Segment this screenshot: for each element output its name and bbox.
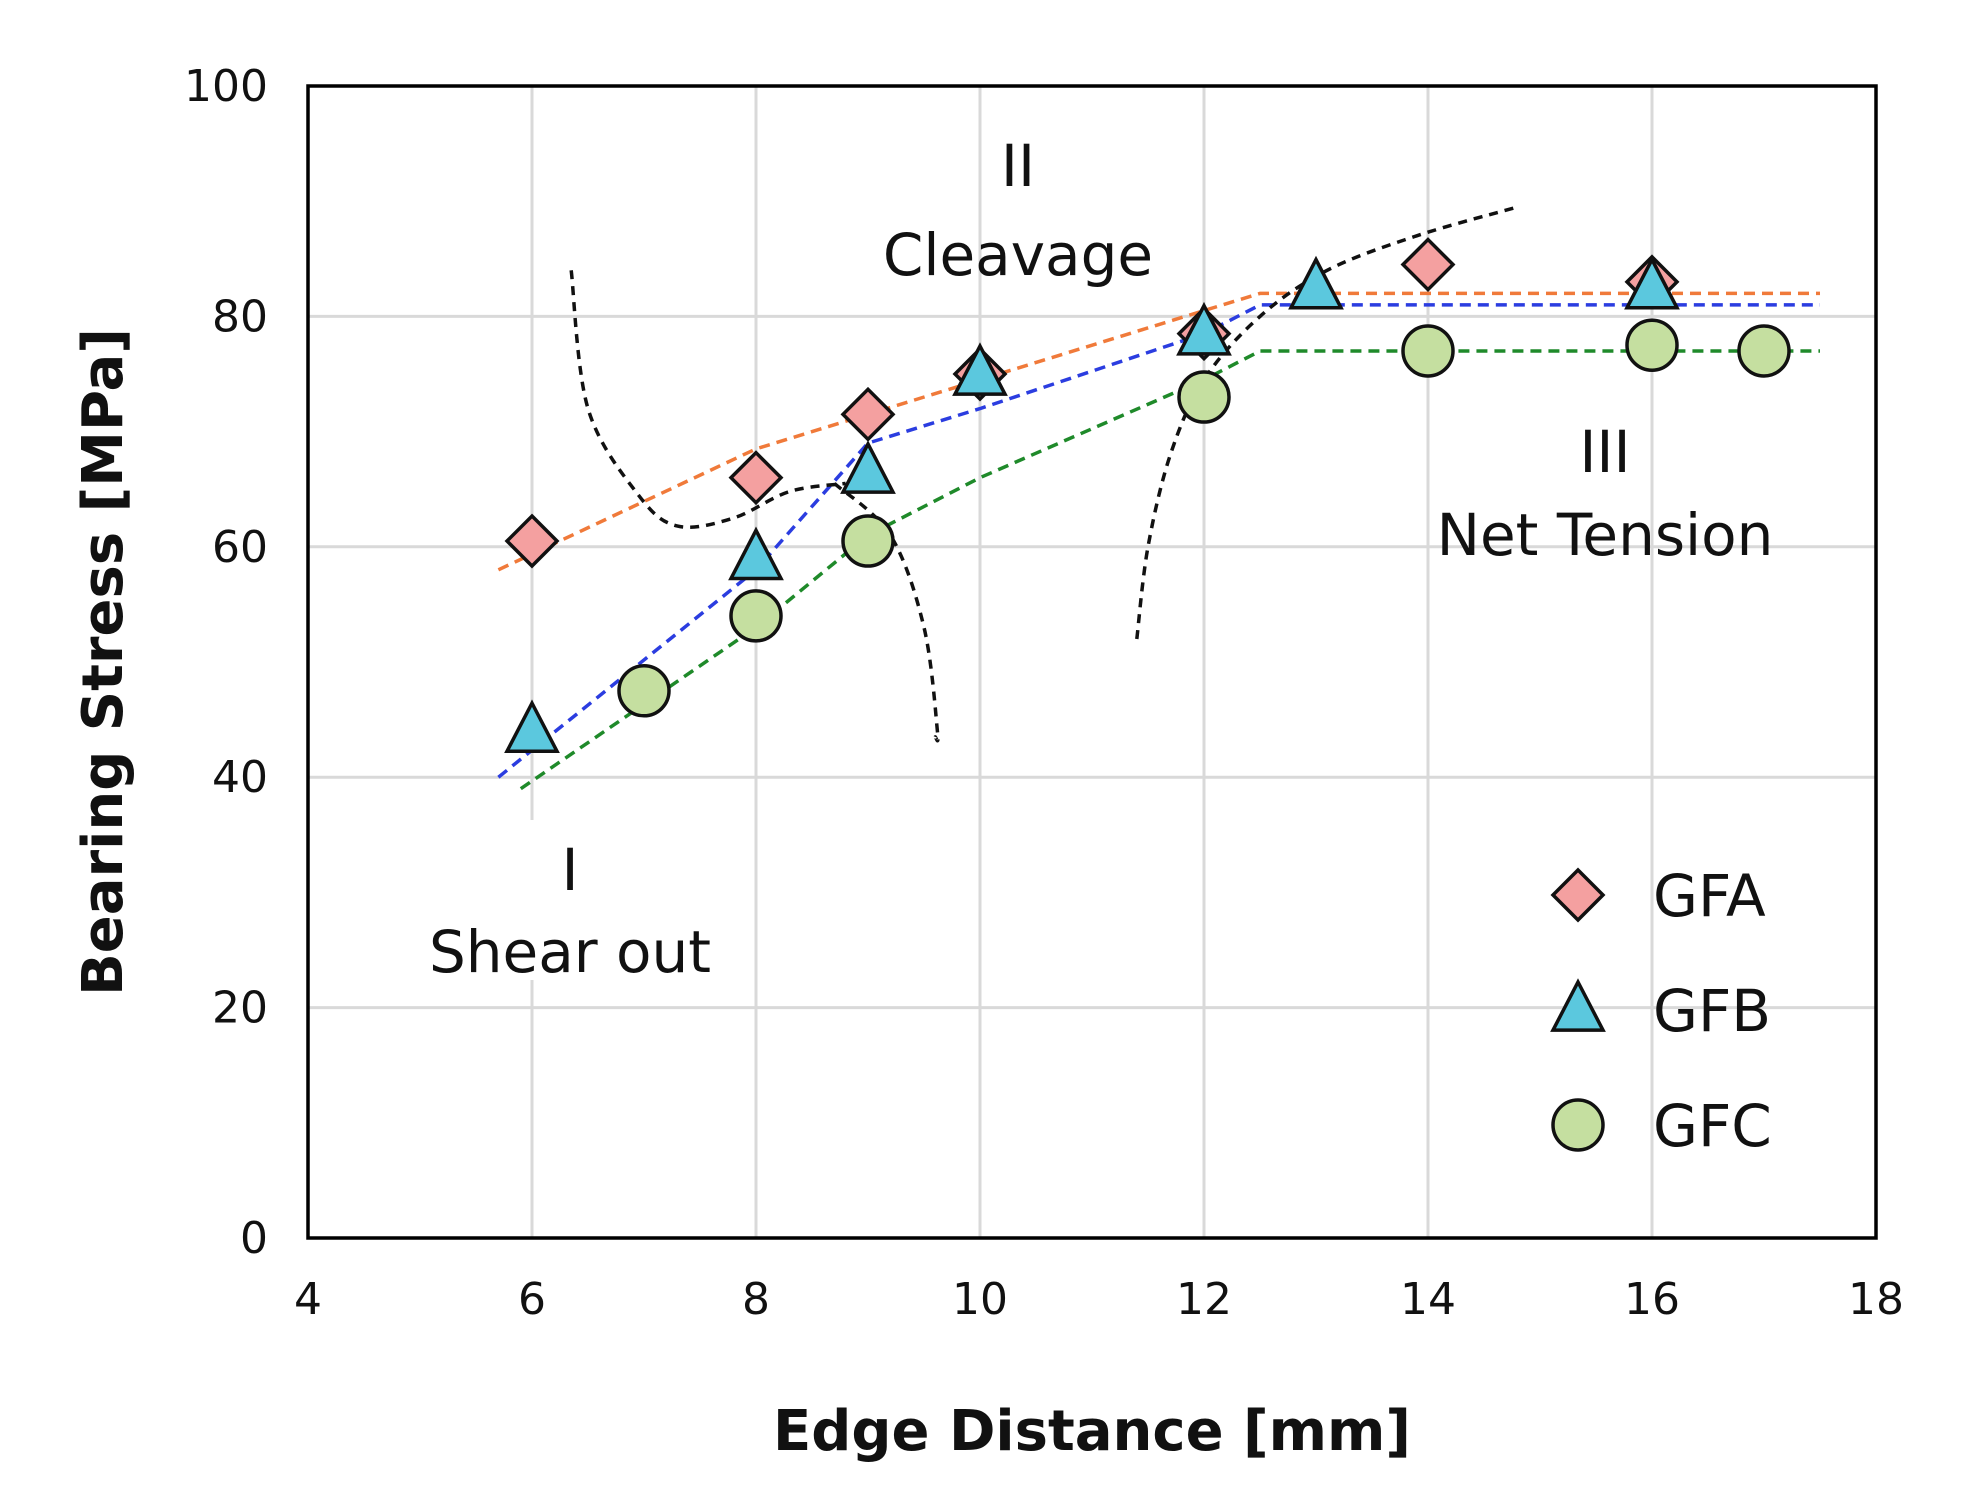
legend-marker-gfc [1551,1098,1605,1152]
marker-gfc [1177,370,1231,424]
annotation-label-3: Net Tension [1437,501,1774,569]
x-tick-label: 6 [518,1274,546,1325]
plot-frame [306,84,1878,1240]
marker-gfa [728,450,784,506]
legend-label-gfb: GFB [1653,977,1771,1045]
marker-gfa [840,386,896,442]
marker-gfb [952,342,1008,396]
annotation-region-2: II Cleavage [883,132,1153,289]
legend-label-gfa: GFA [1653,862,1766,930]
marker-gfa [1400,237,1456,293]
marker-gfc [729,589,783,643]
marker-gfb [840,440,896,494]
trend-line-gfc [519,349,1820,791]
legend-label-gfc: GFC [1653,1092,1772,1160]
x-axis-title: Edge Distance [mm] [773,1399,1411,1464]
marker-gfc [1401,324,1455,378]
legend-marker-gfa [1550,867,1606,923]
trend-line-gfa [497,291,1820,572]
y-axis-title: Bearing Stress [MPa] [71,328,136,996]
legend: GFA GFB GFC [1550,862,1772,1160]
marker-gfb [1624,255,1680,310]
boundary-curve-1 [569,270,846,530]
annotation-region-1: I Shear out [388,820,748,986]
marker-gfb [728,526,784,581]
annotation-label-2: Cleavage [883,221,1153,289]
y-tick-label: 80 [212,291,268,342]
marker-gfb [504,699,560,754]
annotation-region-3: III Net Tension [1437,418,1774,569]
x-tick-label: 18 [1848,1274,1904,1325]
legend-marker-gfb [1550,978,1606,1032]
marker-gfc [1625,318,1679,372]
x-tick-label: 16 [1624,1274,1680,1325]
x-tick-label: 14 [1400,1274,1456,1325]
marker-gfb [1288,255,1344,310]
tick-labels: 4 6 8 10 12 14 16 18 0 20 40 60 80 100 [184,61,1904,1325]
marker-gfc [841,514,895,568]
y-tick-label: 0 [240,1213,268,1264]
marker-gfb [1176,301,1232,356]
annotation-numeral-2: II [1001,132,1035,200]
x-tick-label: 8 [742,1274,770,1325]
marker-gfa [504,513,560,569]
x-tick-label: 10 [952,1274,1008,1325]
annotation-label-1: Shear out [429,918,711,986]
x-tick-label: 4 [294,1274,322,1325]
y-tick-label: 60 [212,522,268,573]
annotation-numeral-3: III [1579,418,1630,486]
x-tick-label: 12 [1176,1274,1232,1325]
y-tick-label: 40 [212,752,268,803]
y-tick-label: 100 [184,61,268,112]
y-tick-label: 20 [212,983,268,1034]
annotation-numeral-1: I [561,836,578,904]
marker-gfc [1737,324,1791,378]
boundary-curve-3 [1135,205,1519,640]
marker-gfc [617,664,671,718]
data-markers [504,237,1791,754]
